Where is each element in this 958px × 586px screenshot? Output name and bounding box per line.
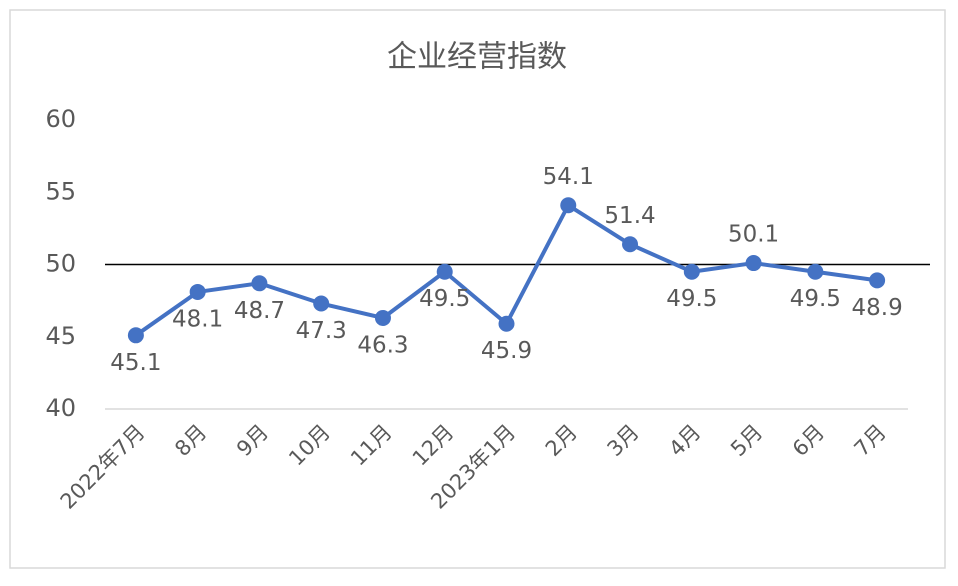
data-label: 48.1 — [172, 306, 223, 332]
data-point — [498, 315, 515, 332]
data-label: 46.3 — [357, 332, 408, 358]
data-label: 49.5 — [790, 286, 841, 312]
data-point — [683, 263, 700, 280]
data-label: 49.5 — [666, 286, 717, 312]
data-point — [313, 295, 330, 312]
data-label: 45.1 — [110, 350, 161, 376]
y-tick-label: 50 — [45, 250, 76, 278]
data-point — [622, 236, 639, 253]
chart-title: 企业经营指数 — [387, 40, 567, 75]
data-point — [251, 275, 268, 292]
data-point — [189, 283, 206, 300]
data-label: 45.9 — [481, 338, 532, 364]
data-point — [374, 309, 391, 326]
data-point — [127, 327, 144, 344]
data-label: 48.9 — [852, 295, 903, 321]
data-label: 51.4 — [604, 203, 655, 229]
data-point — [745, 255, 762, 272]
data-label: 50.1 — [728, 222, 779, 248]
y-tick-label: 45 — [45, 322, 76, 350]
y-tick-label: 40 — [45, 394, 76, 422]
data-point — [869, 272, 886, 289]
data-point — [560, 197, 577, 214]
data-label: 49.5 — [419, 286, 470, 312]
data-point — [807, 263, 824, 280]
data-label: 47.3 — [296, 318, 347, 344]
chart-border — [9, 9, 946, 569]
y-tick-label: 60 — [45, 105, 76, 133]
data-label: 54.1 — [543, 164, 594, 190]
data-label: 48.7 — [234, 298, 285, 324]
y-tick-label: 55 — [45, 177, 76, 205]
data-point — [436, 263, 453, 280]
